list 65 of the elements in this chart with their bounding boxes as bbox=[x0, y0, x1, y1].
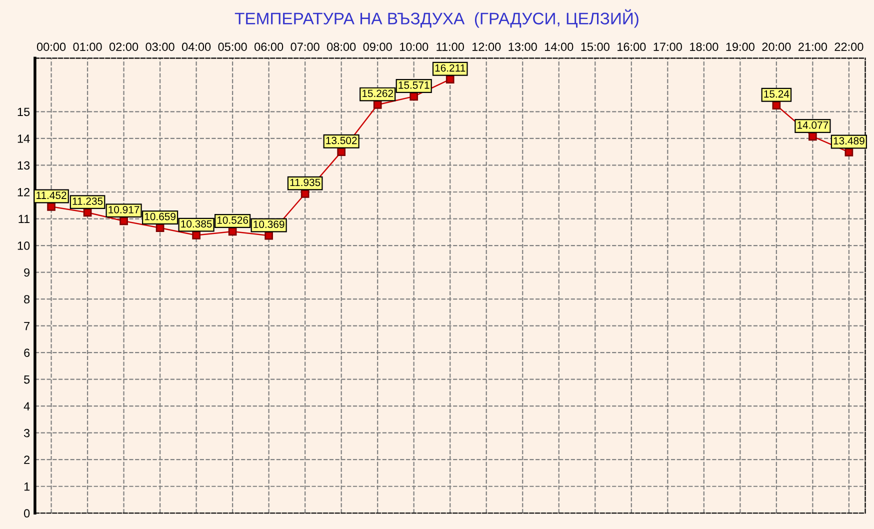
x-tick-label: 19:00 bbox=[726, 42, 754, 51]
y-tick-label: 2 bbox=[24, 456, 30, 464]
y-tick-label: 11 bbox=[18, 214, 30, 224]
point bbox=[264, 231, 273, 240]
data-label: 10.369 bbox=[254, 220, 284, 228]
data-label: 10.526 bbox=[217, 216, 248, 224]
x-tick-label: 11:00 bbox=[436, 42, 464, 51]
data-label: 15.24 bbox=[764, 90, 790, 98]
point bbox=[410, 92, 418, 101]
point bbox=[808, 132, 817, 141]
data-label: 13.489 bbox=[834, 137, 864, 145]
x-tick-label: 00:00 bbox=[36, 42, 66, 51]
point bbox=[47, 202, 56, 211]
y-tick-label: 15 bbox=[18, 108, 30, 116]
data-label: 16.211 bbox=[435, 64, 466, 72]
x-tick-label: 05:00 bbox=[218, 42, 247, 51]
x-tick-label: 17:00 bbox=[654, 42, 682, 51]
x-tick-label: 02:00 bbox=[109, 42, 138, 51]
point bbox=[844, 148, 854, 156]
y-tick-label: 6 bbox=[24, 348, 30, 357]
y-tick-label: 1 bbox=[24, 482, 30, 491]
data-label: 11.935 bbox=[290, 178, 320, 186]
x-tick-label: 06:00 bbox=[254, 42, 284, 51]
y-tick-label: 8 bbox=[24, 295, 30, 304]
x-tick-label: 07:00 bbox=[290, 42, 320, 51]
point bbox=[337, 148, 346, 156]
data-label: 13.502 bbox=[326, 136, 357, 144]
x-tick-label: 13:00 bbox=[508, 42, 537, 51]
chart-title: ТЕМПЕРАТУРА НА ВЪЗДУХА (ГРАДУСИ, ЦЕЛЗИЙ) bbox=[234, 9, 638, 28]
x-tick-label: 12:00 bbox=[472, 42, 501, 51]
x-tick-label: 18:00 bbox=[690, 42, 718, 51]
x-tick-label: 15:00 bbox=[581, 42, 610, 51]
y-tick-label: 7 bbox=[24, 322, 30, 330]
data-label: 15.571 bbox=[398, 82, 430, 89]
point bbox=[192, 231, 200, 240]
x-tick-label: 01:00 bbox=[73, 42, 102, 51]
x-tick-label: 16:00 bbox=[618, 42, 646, 51]
x-tick-label: 03:00 bbox=[146, 42, 174, 51]
data-label: 14.077 bbox=[798, 121, 828, 129]
y-tick-label: 14 bbox=[18, 134, 30, 143]
data-label: 15.262 bbox=[362, 90, 394, 98]
y-tick-label: 0 bbox=[24, 509, 30, 518]
y-tick-label: 9 bbox=[24, 268, 30, 277]
x-tick-label: 20:00 bbox=[762, 42, 791, 51]
x-tick-label: 04:00 bbox=[182, 42, 211, 51]
point bbox=[120, 216, 128, 226]
data-label: 10.659 bbox=[144, 212, 176, 220]
y-tick-label: 10 bbox=[18, 242, 30, 250]
data-label: 10.385 bbox=[181, 220, 212, 228]
point bbox=[446, 75, 454, 84]
x-tick-label: 22:00 bbox=[834, 42, 864, 51]
x-tick-label: 14:00 bbox=[545, 42, 574, 51]
x-tick-label: 08:00 bbox=[327, 42, 356, 51]
y-tick-label: 5 bbox=[24, 375, 30, 384]
y-tick-label: 13 bbox=[18, 161, 30, 170]
x-tick-label: 09:00 bbox=[363, 42, 392, 51]
y-tick-label: 4 bbox=[24, 402, 30, 410]
x-tick-label: 10:00 bbox=[400, 42, 428, 51]
y-tick-label: 3 bbox=[24, 428, 30, 438]
data-label: 11.235 bbox=[72, 197, 103, 205]
data-label: 11.452 bbox=[36, 192, 66, 200]
y-tick-label: 12 bbox=[18, 188, 30, 196]
x-tick-label: 21:00 bbox=[798, 42, 827, 51]
point bbox=[373, 100, 382, 109]
data-label: 10.917 bbox=[108, 206, 140, 214]
